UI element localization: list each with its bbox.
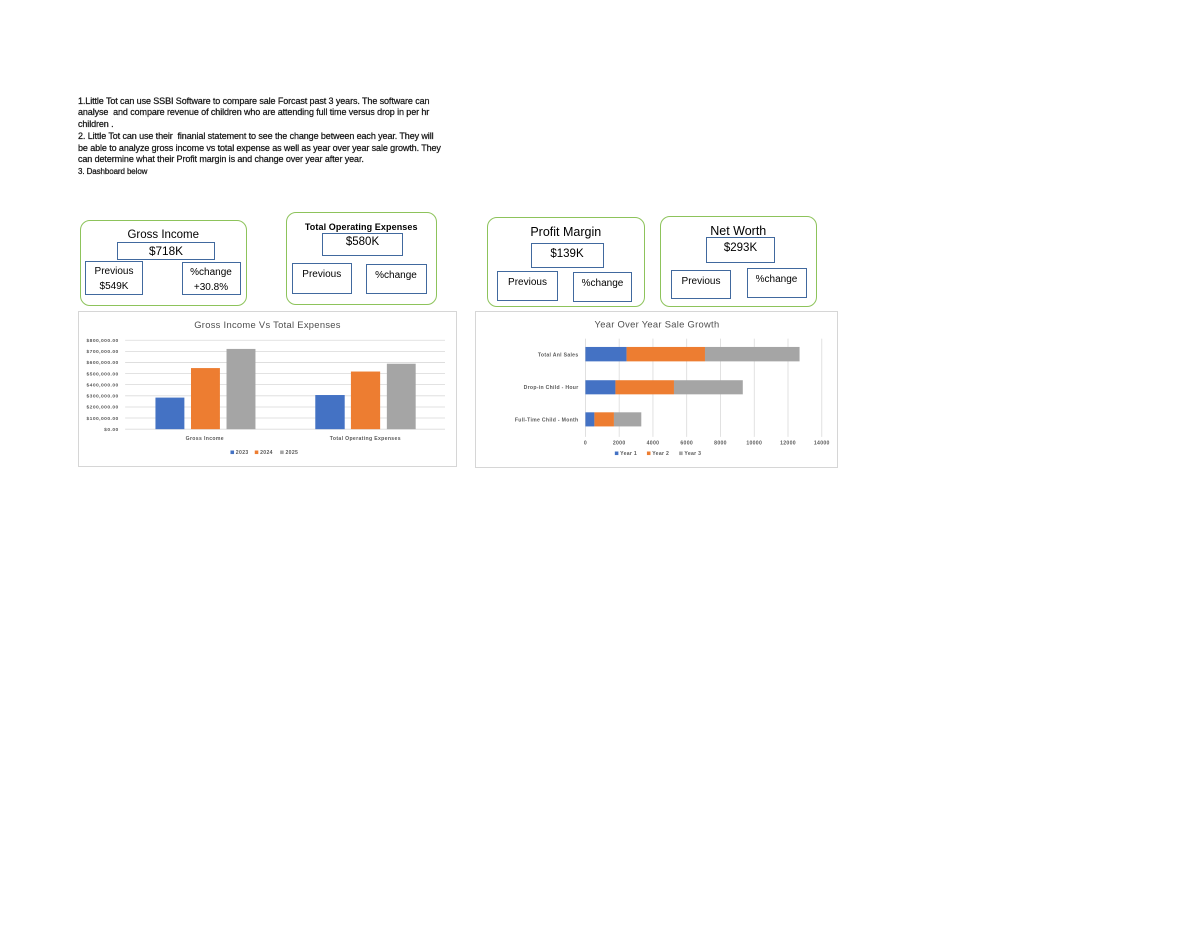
svg-text:$300,000.00: $300,000.00 [86,393,118,399]
svg-text:Year 3: Year 3 [684,451,701,457]
svg-text:Gross Income: Gross Income [186,436,224,442]
svg-text:Year 1: Year 1 [620,451,637,457]
svg-text:6000: 6000 [680,440,693,446]
svg-text:$600,000.00: $600,000.00 [86,360,118,366]
svg-text:$200,000.00: $200,000.00 [86,404,118,410]
svg-text:2025: 2025 [285,450,298,456]
svg-text:14000: 14000 [814,440,830,446]
svg-text:0: 0 [584,440,587,446]
svg-text:2024: 2024 [260,450,273,456]
svg-text:Total Operating Expenses: Total Operating Expenses [330,436,401,442]
svg-text:4000: 4000 [647,440,660,446]
svg-text:2000: 2000 [613,440,626,446]
svg-text:Year 2: Year 2 [652,451,669,457]
svg-text:$800,000.00: $800,000.00 [86,338,118,344]
svg-text:10000: 10000 [746,440,762,446]
svg-text:$400,000.00: $400,000.00 [86,382,118,388]
svg-text:Full-Time Child - Month: Full-Time Child - Month [515,417,579,423]
svg-text:$500,000.00: $500,000.00 [86,371,118,377]
svg-text:Year Over Year Sale Growth: Year Over Year Sale Growth [595,319,720,329]
svg-text:2023: 2023 [236,450,249,456]
svg-text:$100,000.00: $100,000.00 [86,415,118,421]
svg-text:$0.00: $0.00 [104,426,119,432]
svg-text:$700,000.00: $700,000.00 [86,349,118,355]
svg-text:Drop-in Child - Hour: Drop-in Child - Hour [524,385,579,391]
svg-text:Total Anl Sales: Total Anl Sales [538,352,579,358]
svg-text:8000: 8000 [714,440,727,446]
svg-text:12000: 12000 [780,440,796,446]
svg-text:Gross Income Vs Total Expenses: Gross Income Vs Total Expenses [194,319,341,329]
